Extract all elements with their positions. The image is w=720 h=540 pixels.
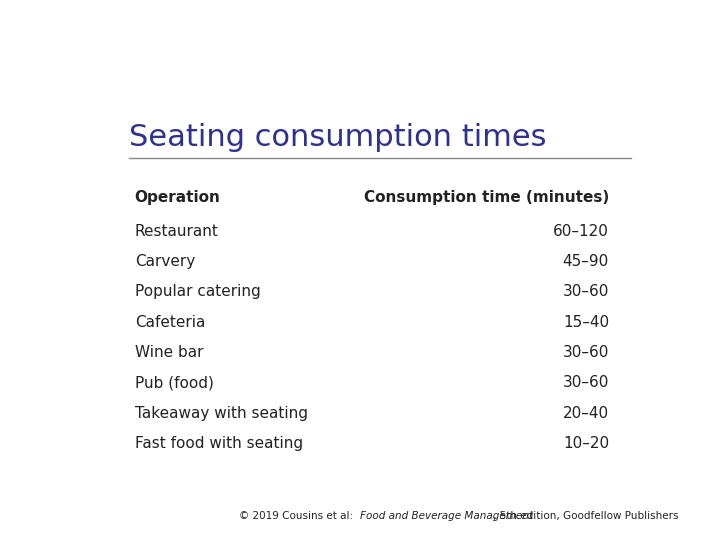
Text: 30–60: 30–60: [562, 375, 609, 390]
Text: Pub (food): Pub (food): [135, 375, 214, 390]
Text: Operation: Operation: [135, 190, 220, 205]
Text: © 2019 Cousins et al:: © 2019 Cousins et al:: [239, 511, 360, 521]
Text: Restaurant: Restaurant: [135, 224, 218, 239]
Text: Popular catering: Popular catering: [135, 285, 261, 299]
Text: 60–120: 60–120: [553, 224, 609, 239]
Text: Seating consumption times: Seating consumption times: [129, 123, 546, 152]
Text: 10–20: 10–20: [563, 436, 609, 451]
Text: 30–60: 30–60: [562, 285, 609, 299]
Text: , 5th edition, Goodfellow Publishers: , 5th edition, Goodfellow Publishers: [493, 511, 679, 521]
Text: Wine bar: Wine bar: [135, 345, 203, 360]
Text: 20–40: 20–40: [563, 406, 609, 421]
Text: Cafeteria: Cafeteria: [135, 315, 205, 330]
Text: 45–90: 45–90: [563, 254, 609, 269]
Text: Carvery: Carvery: [135, 254, 195, 269]
Text: 30–60: 30–60: [562, 345, 609, 360]
Text: Consumption time (minutes): Consumption time (minutes): [364, 190, 609, 205]
Text: Fast food with seating: Fast food with seating: [135, 436, 303, 451]
Text: 15–40: 15–40: [563, 315, 609, 330]
Text: Takeaway with seating: Takeaway with seating: [135, 406, 307, 421]
Text: Food and Beverage Management: Food and Beverage Management: [360, 511, 533, 521]
